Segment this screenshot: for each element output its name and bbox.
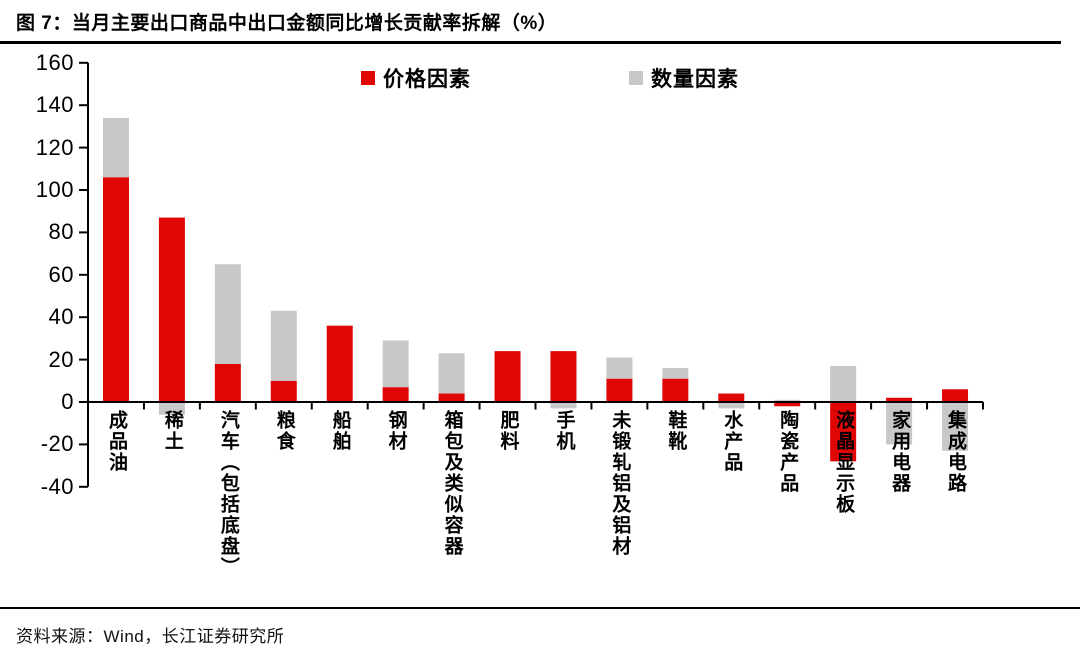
quantity-bar [438,353,465,394]
quantity-bar [774,399,801,402]
quantity-series-swatch-icon [629,71,643,85]
legend-label-price: 价格因素 [383,68,471,91]
footer-rule [0,607,1080,609]
category-label: 肥料 [497,410,519,452]
y-axis-tick-label: 20 [48,346,74,372]
category-label: 家用电器 [889,410,911,494]
category-label: 手机 [553,410,575,452]
quantity-bar [886,402,913,445]
category-label: 成品油 [105,410,127,473]
price-bar [102,177,129,402]
legend-item-price: 价格因素 [361,63,471,93]
legend-label-quantity: 数量因素 [651,68,739,91]
y-axis-tick-label: 140 [35,92,74,118]
price-bar [382,387,409,402]
category-label: 集成电路 [945,410,967,494]
price-bar [830,402,857,462]
figure-title: 图 7：当月主要出口商品中出口金额同比增长贡献率拆解（%） [16,13,558,34]
y-axis-tick-label: 100 [35,177,74,202]
category-label: 钢材 [385,410,407,452]
quantity-bar [662,368,689,379]
category-label: 粮食 [273,410,295,452]
price-bar [550,351,577,402]
quantity-bar [270,310,297,381]
y-axis-tick-label: -20 [40,431,74,457]
y-axis-tick-label: 40 [48,304,74,330]
category-label: 液晶显示板 [833,410,855,515]
category-label: 稀土 [161,410,183,452]
y-axis-tick-label: -40 [40,473,74,499]
price-bar [886,397,913,402]
price-bar [438,393,465,402]
category-label: 未锻轧铝及铝材 [609,410,631,557]
quantity-bar [550,402,577,409]
legend-item-quantity: 数量因素 [629,63,739,93]
y-axis-tick-label: 80 [48,219,74,245]
price-bar [942,389,969,402]
price-series-swatch-icon [361,71,375,85]
header-rule [0,41,1061,44]
quantity-bar [102,117,129,178]
quantity-bar [942,402,969,451]
price-bar [494,351,521,402]
price-bar [326,325,353,402]
price-bar [662,378,689,402]
y-axis-tick-label: 0 [61,389,74,414]
price-bar [606,378,633,402]
category-label: 汽车（包括底盘） [217,410,239,578]
price-bar [774,402,801,407]
category-label: 水产品 [721,410,743,473]
y-axis-tick-label: 60 [48,261,74,287]
quantity-bar [382,340,409,388]
y-axis-tick-label: 160 [35,49,74,75]
quantity-bar [606,357,633,379]
price-bar [214,363,241,402]
price-bar [158,217,185,402]
source-note: 资料来源：Wind，长江证券研究所 [16,627,285,646]
price-bar [718,393,745,402]
quantity-bar [718,402,745,409]
bar-chart-plot [79,61,984,488]
quantity-bar [830,365,857,402]
quantity-bar [214,264,241,364]
quantity-bar [158,402,185,415]
category-label: 鞋靴 [665,410,687,452]
chart-legend: 价格因素 数量因素 [361,63,739,93]
price-bar [270,380,297,402]
y-axis-tick-label: 120 [35,134,74,160]
category-label: 陶瓷产品 [777,410,799,494]
category-label: 箱包及类似容器 [441,410,463,557]
category-label: 船舶 [329,410,351,452]
